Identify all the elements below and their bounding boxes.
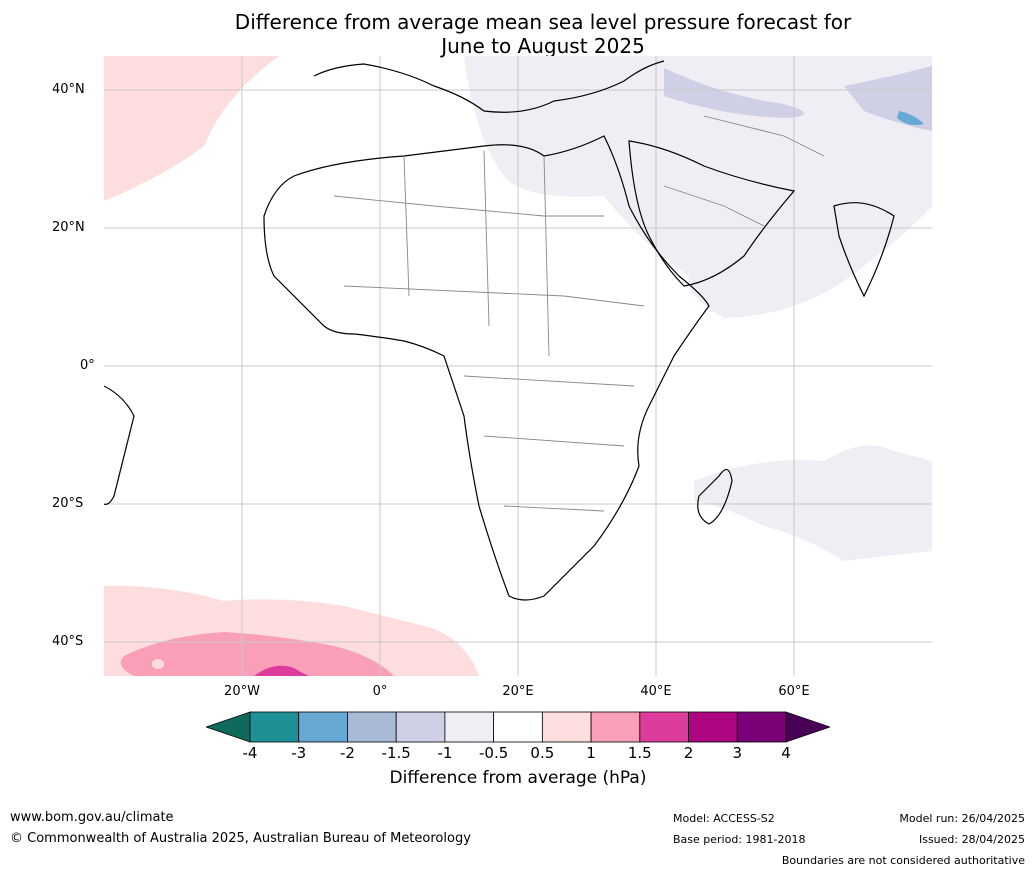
title-line-1: Difference from average mean sea level p… — [234, 10, 852, 34]
anomaly-region-middle-east — [664, 68, 804, 118]
colorbar-tick-label: 4 — [781, 744, 791, 762]
lon-tick-20e: 20°E — [502, 684, 534, 699]
colorbar — [206, 711, 830, 743]
anomaly-region-small-patch — [152, 659, 164, 669]
lat-tick-20s: 20°S — [52, 496, 84, 511]
colorbar-tick-label: 0.5 — [530, 744, 555, 762]
colorbar-tick-label: -2 — [339, 744, 355, 762]
lon-tick-40e: 40°E — [640, 684, 672, 699]
footer-model-run: Model run: 26/04/2025 — [899, 812, 1025, 825]
footer-copyright: © Commonwealth of Australia 2025, Austra… — [10, 831, 471, 846]
colorbar-tick-label: -4 — [242, 744, 258, 762]
footer-url[interactable]: www.bom.gov.au/climate — [10, 810, 174, 825]
colorbar-tick-label: -0.5 — [478, 744, 509, 762]
graticule — [104, 56, 932, 676]
colorbar-extend-low — [206, 711, 251, 743]
country-borders — [333, 115, 825, 512]
anomaly-region-central-asia-core — [897, 111, 924, 126]
anomaly-region-ne-atlantic — [104, 56, 279, 201]
lat-tick-20n: 20°N — [52, 220, 85, 235]
colorbar-segment — [249, 711, 300, 743]
title-line-2: June to August 2025 — [441, 34, 645, 58]
lon-tick-20w: 20°W — [224, 684, 260, 699]
lon-tick-60e: 60°E — [778, 684, 810, 699]
footer-base-period: Base period: 1981-2018 — [673, 833, 806, 846]
anomaly-region-south-atlantic-mid — [120, 632, 395, 676]
colorbar-tick-label: 1 — [586, 744, 596, 762]
colorbar-tick-label: 1.5 — [627, 744, 652, 762]
colorbar-title: Difference from average (hPa) — [389, 768, 647, 788]
colorbar-segment — [639, 711, 689, 743]
colorbar-segment — [444, 711, 495, 743]
colorbar-segment — [347, 711, 397, 743]
colorbar-extend-high — [785, 711, 830, 743]
map-title: Difference from average mean sea level p… — [0, 10, 1035, 58]
south-america-coastline — [104, 385, 135, 505]
colorbar-segment — [541, 711, 592, 743]
europe-coastline — [313, 60, 665, 113]
pressure-anomaly-map — [104, 56, 932, 676]
lat-tick-40s: 40°S — [52, 634, 84, 649]
colorbar-segment — [688, 711, 738, 743]
colorbar-tick-label: 3 — [732, 744, 743, 762]
lat-tick-0: 0° — [80, 358, 95, 373]
footer-model: Model: ACCESS-S2 — [673, 812, 775, 825]
colorbar-segment — [395, 711, 446, 743]
africa-coastline — [263, 135, 710, 601]
colorbar-tick-label: -1 — [437, 744, 453, 762]
anomaly-region-south-atlantic-core — [254, 665, 309, 676]
colorbar-segment — [590, 711, 641, 743]
lat-tick-40n: 40°N — [52, 82, 85, 97]
colorbar-tick-label: -1.5 — [381, 744, 411, 762]
madagascar-coastline — [697, 469, 733, 525]
colorbar-tick-label: 2 — [683, 744, 694, 762]
india-coastline — [833, 202, 895, 298]
colorbar-segment — [493, 711, 543, 743]
colorbar-segment — [736, 711, 787, 743]
footer-issued: Issued: 28/04/2025 — [918, 833, 1025, 846]
arabia-coastline — [628, 140, 796, 287]
coastlines — [104, 60, 895, 601]
colorbar-tick-label: -3 — [291, 744, 307, 762]
anomaly-region-mediterranean-asia — [464, 56, 932, 318]
lon-tick-0: 0° — [372, 684, 388, 699]
colorbar-segment — [298, 711, 348, 743]
anomaly-region-indian-ocean — [694, 445, 932, 561]
footer-disclaimer: Boundaries are not considered authoritat… — [781, 854, 1025, 867]
